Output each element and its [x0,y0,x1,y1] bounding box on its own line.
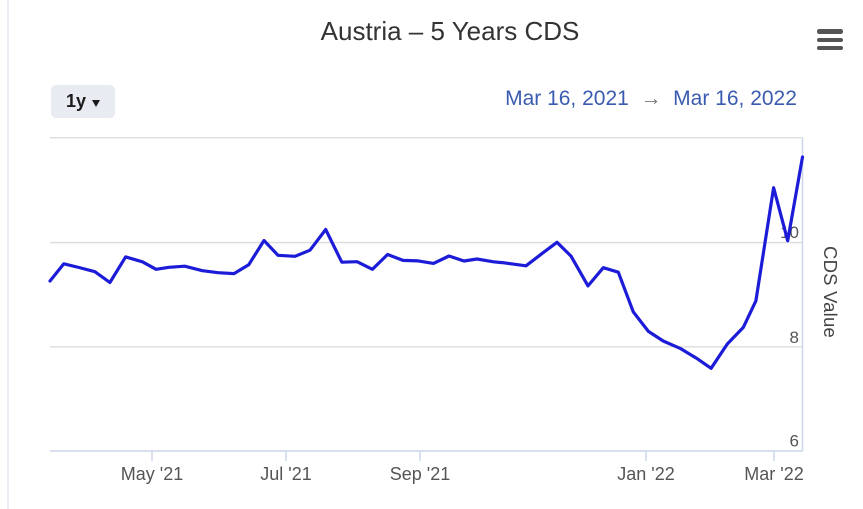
svg-text:Sep '21: Sep '21 [390,464,451,484]
svg-text:May '21: May '21 [121,464,183,484]
svg-text:6: 6 [790,432,799,451]
svg-text:Jan '22: Jan '22 [617,464,674,484]
svg-text:Jul '21: Jul '21 [260,464,311,484]
svg-text:8: 8 [790,328,799,347]
svg-text:CDS Value: CDS Value [820,246,841,338]
svg-text:Mar '22: Mar '22 [744,464,803,484]
